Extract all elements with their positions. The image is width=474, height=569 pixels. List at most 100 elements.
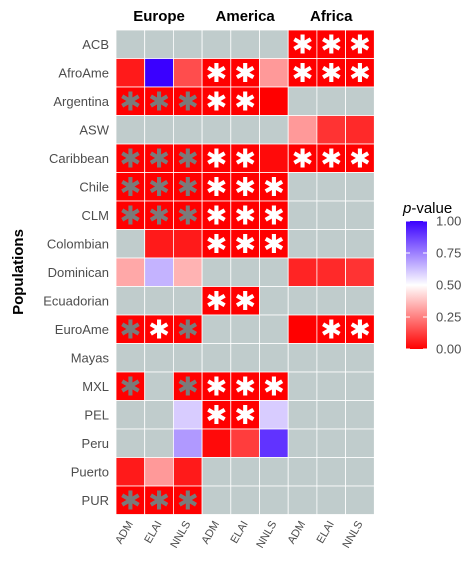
row-label-euroame: EuroAme xyxy=(55,322,109,337)
cell-clm-7 xyxy=(316,200,346,230)
significance-star: ✱ xyxy=(148,201,170,231)
cell-asw-8 xyxy=(345,115,375,145)
cell-clm-6 xyxy=(287,200,318,230)
row-labels: ACB AfroAme Argentina ASW Caribbean Chile CLM C… xyxy=(43,37,110,508)
significance-star: ✱ xyxy=(234,87,256,117)
cell-dominican-7 xyxy=(316,257,346,287)
legend-colorbar xyxy=(406,221,427,349)
cell-asw-1 xyxy=(144,115,174,145)
row-label-mayas: Mayas xyxy=(71,350,110,365)
cell-pel-0 xyxy=(115,400,146,430)
cell-ecuadorian-7 xyxy=(316,286,346,316)
cell-colombian-0 xyxy=(115,229,146,259)
significance-star: ✱ xyxy=(234,173,256,203)
cell-puerto-8 xyxy=(345,457,375,487)
column-label-nnls: NNLS xyxy=(254,519,279,550)
cell-peru-8 xyxy=(345,428,375,458)
cell-argentina-4 xyxy=(230,86,260,116)
row-label-mxl: MXL xyxy=(82,379,109,394)
cell-euroame-3 xyxy=(201,314,232,344)
significance-star: ✱ xyxy=(177,144,199,174)
significance-star: ✱ xyxy=(320,315,342,345)
cell-chile-5 xyxy=(259,172,289,202)
cell-chile-4 xyxy=(230,172,260,202)
cell-argentina-1 xyxy=(144,86,174,116)
cell-euroame-4 xyxy=(230,314,260,344)
cell-argentina-7 xyxy=(316,86,346,116)
significance-star: ✱ xyxy=(177,87,199,117)
significance-star: ✱ xyxy=(177,201,199,231)
cell-asw-6 xyxy=(287,115,318,145)
significance-star: ✱ xyxy=(263,173,285,203)
row-label-ecuadorian: Ecuadorian xyxy=(43,293,109,308)
row-label-acb: ACB xyxy=(82,37,109,52)
cell-mayas-0 xyxy=(115,343,146,373)
cell-acb-3 xyxy=(201,29,232,59)
cell-clm-0 xyxy=(115,200,146,230)
cell-euroame-0 xyxy=(115,314,146,344)
significance-star: ✱ xyxy=(349,315,371,345)
cell-dominican-2 xyxy=(172,257,203,287)
cell-mayas-1 xyxy=(144,343,174,373)
cell-pel-1 xyxy=(144,400,174,430)
group-headers: Europe America Africa xyxy=(133,8,353,25)
significance-star: ✱ xyxy=(148,486,170,516)
cell-colombian-4 xyxy=(230,229,260,259)
y-axis-title: Populations xyxy=(10,229,27,315)
significance-star: ✱ xyxy=(119,144,141,174)
cell-peru-2 xyxy=(172,428,203,458)
cell-caribbean-8 xyxy=(345,143,375,173)
cell-chile-2 xyxy=(172,172,203,202)
significance-star: ✱ xyxy=(234,401,256,431)
cell-afroame-7 xyxy=(316,58,346,88)
significance-star: ✱ xyxy=(234,59,256,89)
significance-star: ✱ xyxy=(234,201,256,231)
significance-star: ✱ xyxy=(292,59,314,89)
cell-mayas-6 xyxy=(287,343,318,373)
row-label-caribbean: Caribbean xyxy=(49,151,109,166)
row-label-pel: PEL xyxy=(84,407,109,422)
cell-asw-5 xyxy=(259,115,289,145)
group-header-africa: Africa xyxy=(310,8,353,25)
significance-star: ✱ xyxy=(320,144,342,174)
cell-peru-7 xyxy=(316,428,346,458)
significance-star: ✱ xyxy=(349,59,371,89)
cell-argentina-0 xyxy=(115,86,146,116)
cell-clm-1 xyxy=(144,200,174,230)
significance-star: ✱ xyxy=(177,486,199,516)
significance-star: ✱ xyxy=(234,287,256,317)
cell-ecuadorian-2 xyxy=(172,286,203,316)
cell-euroame-7 xyxy=(316,314,346,344)
cell-colombian-5 xyxy=(259,229,289,259)
cell-acb-7 xyxy=(316,29,346,59)
cell-colombian-6 xyxy=(287,229,318,259)
significance-star: ✱ xyxy=(119,486,141,516)
legend-tick-label: 0.75 xyxy=(436,246,461,261)
significance-star: ✱ xyxy=(292,144,314,174)
column-label-nnls: NNLS xyxy=(340,519,365,550)
cell-ecuadorian-1 xyxy=(144,286,174,316)
cell-mayas-8 xyxy=(345,343,375,373)
legend-title-p: p xyxy=(402,200,411,217)
cell-chile-7 xyxy=(316,172,346,202)
cell-asw-2 xyxy=(172,115,203,145)
cell-dominican-8 xyxy=(345,257,375,287)
cell-caribbean-5 xyxy=(259,143,289,173)
cell-puerto-4 xyxy=(230,457,260,487)
cell-pur-0 xyxy=(115,485,146,515)
cell-caribbean-0 xyxy=(115,143,146,173)
cell-pur-5 xyxy=(259,485,289,515)
cell-afroame-8 xyxy=(345,58,375,88)
cell-ecuadorian-3 xyxy=(201,286,232,316)
row-label-argentina: Argentina xyxy=(53,94,109,109)
significance-star: ✱ xyxy=(177,372,199,402)
legend: p-value 1.00 0.75 0.50 0.25 0.00 xyxy=(402,200,461,357)
significance-star: ✱ xyxy=(148,173,170,203)
significance-star: ✱ xyxy=(177,173,199,203)
significance-star: ✱ xyxy=(234,230,256,260)
cell-acb-1 xyxy=(144,29,174,59)
cell-peru-1 xyxy=(144,428,174,458)
column-label-elai: ELAI xyxy=(142,519,164,546)
row-label-clm: CLM xyxy=(82,208,109,223)
cell-colombian-1 xyxy=(144,229,174,259)
